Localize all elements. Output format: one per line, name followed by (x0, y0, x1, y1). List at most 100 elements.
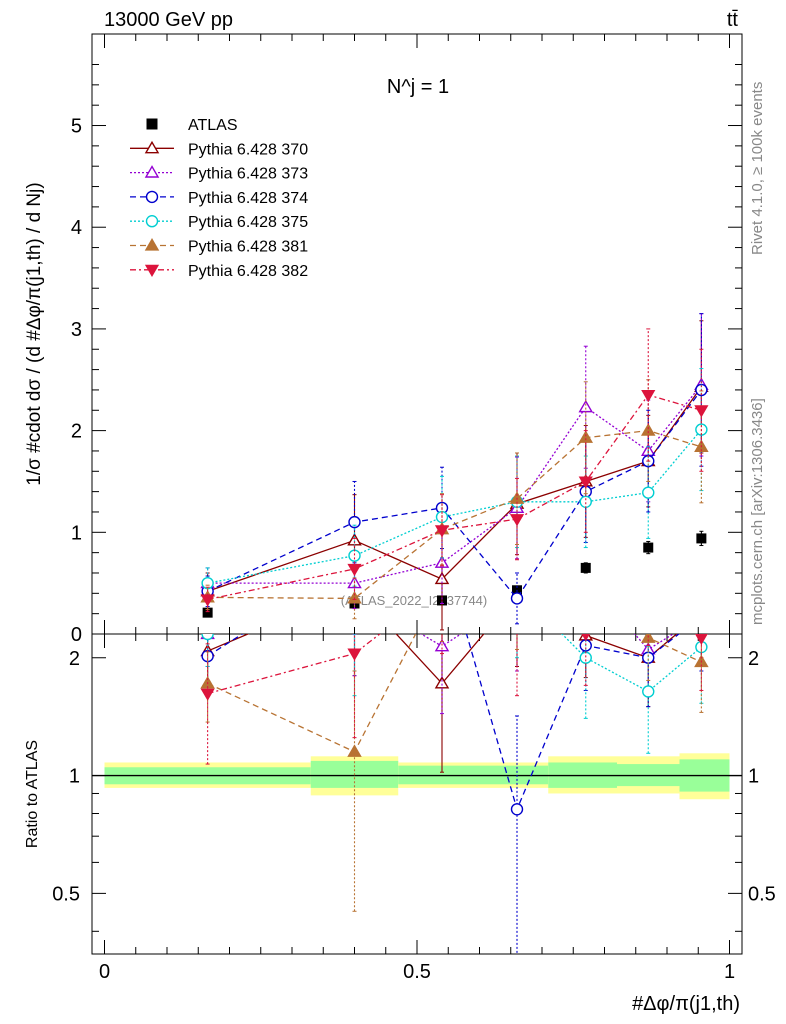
legend-marker (144, 238, 160, 251)
y-tick-label: 5 (71, 116, 82, 138)
data-point (347, 648, 362, 661)
data-point (580, 562, 591, 573)
data-point (347, 744, 362, 757)
header-right-title: tt̄ (727, 9, 739, 31)
y-tick-label-left: 1 (69, 766, 80, 788)
legend-item-pythia-6-428-374: Pythia 6.428 374 (130, 190, 308, 207)
data-point (579, 651, 592, 664)
main-panel: 0 1 2 3 4 5 N^j = 1 (ATLAS_2022_I2037744) 1/σ… (24, 33, 743, 646)
data-point (642, 599, 654, 609)
legend-label: Pythia 6.428 373 (188, 166, 308, 183)
legend-item-pythia-6-428-375: Pythia 6.428 375 (130, 214, 308, 231)
legend-item-atlas: ATLAS (146, 117, 238, 134)
legend: ATLAS Pythia 6.428 370 Pythia 6.428 373 Pyt… (130, 117, 308, 280)
series-line (207, 386, 702, 592)
y-tick-label: 1 (71, 522, 82, 544)
y-tick-label: 4 (71, 217, 82, 239)
ratio-ticks: 0.5 0.5 1 1 2 2 0 0.5 1 (52, 634, 776, 983)
data-point (694, 405, 709, 418)
legend-label: Pythia 6.428 381 (188, 239, 308, 256)
series-pythia-6-428-374 (201, 313, 708, 625)
data-point (202, 607, 213, 618)
series-pythia-6-428-382 (200, 599, 708, 765)
data-point (695, 634, 708, 645)
ratio-ylabel: Ratio to ATLAS (24, 740, 41, 848)
series-line (207, 384, 702, 584)
legend-item-pythia-6-428-381: Pythia 6.428 381 (130, 238, 308, 256)
series-pythia-6-428-373 (200, 313, 709, 610)
data-point (696, 533, 707, 544)
data-point (642, 685, 655, 698)
mcplots-label: mcplots.cern.ch [arXiv:1306.3436] (749, 398, 766, 625)
data-point (641, 390, 656, 403)
ratio-plot-area (200, 586, 709, 954)
data-point (347, 563, 362, 577)
legend-marker (144, 140, 160, 154)
data-point (580, 586, 592, 596)
ratio-frame (91, 633, 743, 955)
y-tick-label-left: 2 (69, 648, 80, 670)
data-point (200, 594, 215, 607)
legend-label: Pythia 6.428 382 (188, 263, 308, 280)
series-pythia-6-428-375 (201, 368, 708, 599)
data-point (434, 525, 450, 538)
legend-marker (144, 264, 160, 278)
y-tick-label-right: 2 (748, 648, 759, 670)
legend-label: ATLAS (188, 117, 238, 134)
legend-item-pythia-6-428-373: Pythia 6.428 373 (130, 165, 308, 183)
legend-marker (145, 214, 159, 228)
data-point (510, 592, 524, 605)
data-point (348, 549, 361, 562)
legend-item-pythia-6-428-382: Pythia 6.428 382 (130, 263, 308, 280)
legend-label: Pythia 6.428 375 (188, 214, 308, 231)
data-point (640, 423, 656, 436)
data-point (434, 555, 450, 568)
data-point (640, 634, 656, 643)
legend-label: Pythia 6.428 370 (188, 141, 308, 158)
data-point (642, 651, 655, 664)
legend-marker (144, 165, 160, 178)
legend-label: Pythia 6.428 374 (188, 190, 308, 207)
data-point (509, 514, 525, 527)
data-point (200, 688, 215, 701)
legend-marker (145, 190, 159, 204)
data-point (578, 430, 594, 443)
x-tick-label: 1 (724, 961, 735, 983)
data-point (578, 399, 594, 413)
data-point (642, 486, 655, 499)
y-tick-label-right: 0.5 (748, 883, 776, 905)
header-left-title: 13000 GeV pp (104, 9, 233, 31)
data-point (579, 495, 592, 508)
data-point (695, 610, 707, 620)
y-tick-label: 0 (71, 624, 82, 646)
data-point (696, 611, 707, 622)
x-tick-label: 0.5 (403, 961, 431, 983)
data-point (643, 542, 654, 553)
rivet-label: Rivet 4.1.0, ≥ 100k events (749, 82, 766, 255)
series-pythia-6-428-375 (201, 634, 708, 754)
legend-marker (146, 118, 158, 130)
series-line (207, 634, 675, 651)
x-tick-label: 0 (99, 961, 110, 983)
data-point (581, 634, 590, 642)
series-line (207, 394, 702, 601)
series-line (207, 429, 702, 584)
main-plot-area (200, 313, 709, 631)
series-pythia-6-428-382 (200, 328, 709, 613)
series-line (207, 634, 702, 693)
series-pythia-6-428-381 (200, 586, 709, 912)
legend-item-pythia-6-428-370: Pythia 6.428 370 (130, 140, 308, 158)
ratio-bands (92, 753, 742, 800)
y-tick-label: 2 (71, 421, 82, 443)
series-line (207, 634, 702, 753)
main-ticks: 0 1 2 3 4 5 (71, 34, 742, 646)
y-tick-label-left: 0.5 (52, 883, 80, 905)
data-point (578, 476, 593, 489)
y-tick-label: 3 (71, 319, 82, 341)
data-point (510, 803, 524, 816)
main-title: N^j = 1 (387, 76, 449, 98)
data-point (695, 607, 707, 617)
data-point (348, 515, 361, 529)
data-point (201, 634, 214, 641)
